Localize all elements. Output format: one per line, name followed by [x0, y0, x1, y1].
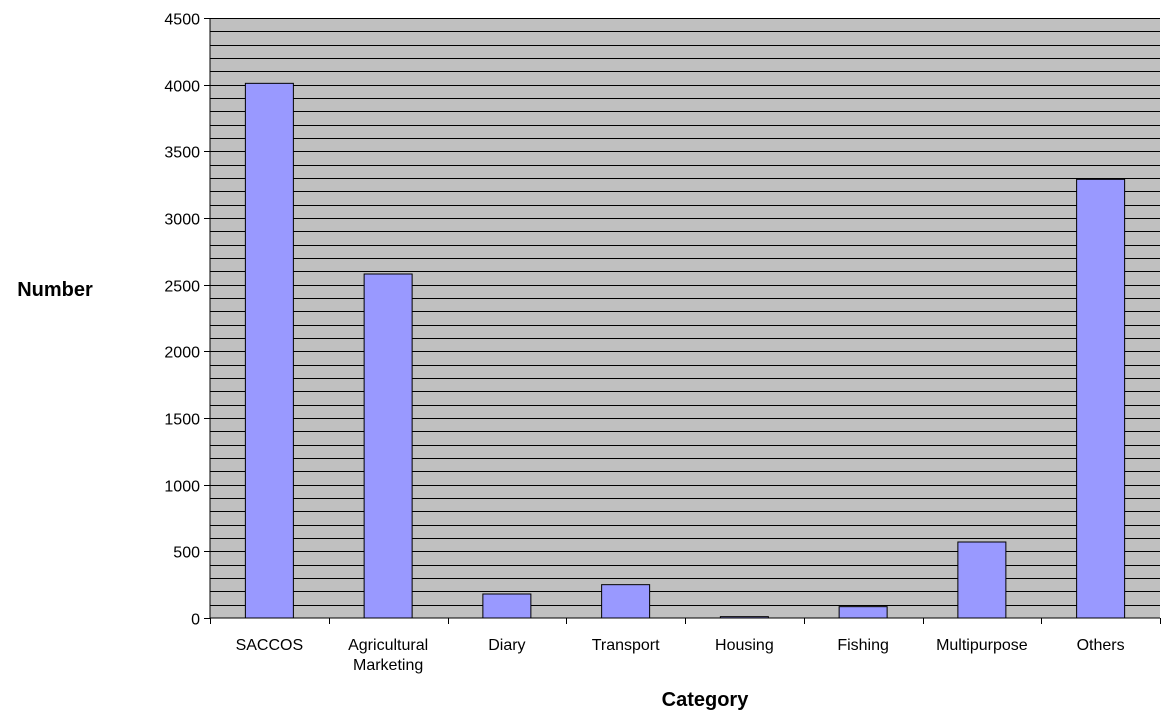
bar [838, 606, 888, 619]
bar [244, 82, 294, 619]
bar [601, 584, 651, 619]
y-tick-label: 1000 [164, 479, 200, 496]
x-tick-label: Fishing [837, 637, 889, 654]
bar [363, 273, 413, 619]
x-tick-label: Multipurpose [936, 637, 1028, 654]
x-tick-label-line: Others [1077, 637, 1125, 654]
y-tick-label: 4000 [164, 79, 200, 96]
bar [482, 593, 532, 619]
x-tick-label: Transport [592, 637, 660, 654]
y-ticks: 0 500 1000 1500 2000 2500 3000 3500 4000 4500 [164, 12, 210, 629]
y-tick-label: 1500 [164, 412, 200, 429]
y-tick-label: 2000 [164, 345, 200, 362]
x-axis-title: Category [662, 689, 750, 711]
x-tick-label: Diary [488, 637, 525, 654]
x-tick-label: Agricultural Marketing [348, 637, 428, 674]
y-tick-label: 3500 [164, 145, 200, 162]
plot-area [210, 18, 1160, 618]
x-tick-label-line: Multipurpose [936, 637, 1028, 654]
x-tick-label-line: Agricultural [348, 637, 428, 654]
x-tick-label: Others [1077, 637, 1125, 654]
x-tick-label-line: Housing [715, 637, 774, 654]
y-tick-label: 3000 [164, 212, 200, 229]
x-tick-label-line: Fishing [837, 637, 889, 654]
bar [957, 541, 1007, 619]
x-ticks: SACCOS Agricultural Marketing Diary Transpor… [210, 618, 1161, 674]
x-tick-label-line: Marketing [353, 657, 423, 674]
y-axis-title: Number [17, 279, 93, 301]
x-tick-label: SACCOS [236, 637, 304, 654]
bar [1076, 178, 1126, 619]
x-tick-label-line: Transport [592, 637, 660, 654]
x-tick-label-line: Diary [488, 637, 525, 654]
bars [244, 82, 1126, 619]
x-tick-label-line: SACCOS [236, 637, 304, 654]
y-tick-label: 2500 [164, 279, 200, 296]
x-tick-label: Housing [715, 637, 774, 654]
y-tick-label: 4500 [164, 12, 200, 29]
y-tick-label: 500 [173, 545, 200, 562]
y-tick-label: 0 [191, 612, 200, 629]
